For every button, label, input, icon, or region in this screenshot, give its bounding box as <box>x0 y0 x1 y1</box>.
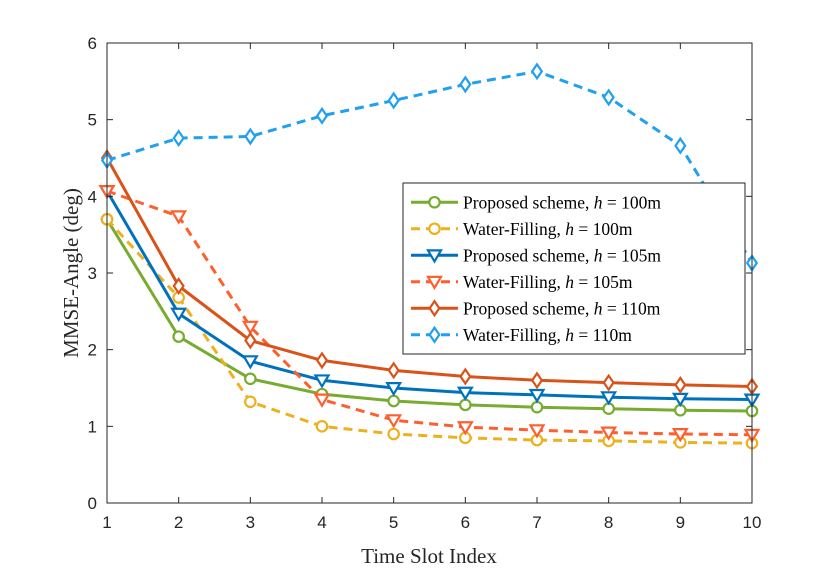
series-line <box>106 69 754 264</box>
data-point <box>671 428 689 443</box>
legend-entry: Water-Filling, h = 110m <box>411 325 632 345</box>
data-point <box>674 136 687 155</box>
x-axis-title: Time Slot Index <box>361 544 497 568</box>
data-point <box>459 75 472 94</box>
legend-entry: Water-Filling, h = 100m <box>411 219 633 239</box>
legend-marker <box>426 275 443 291</box>
data-point <box>315 106 329 125</box>
data-point <box>172 129 185 148</box>
legend-entry: Proposed scheme, h = 100m <box>411 192 661 212</box>
series-layer <box>98 62 761 450</box>
legend-label: Proposed scheme, h = 110m <box>463 298 661 318</box>
data-point <box>387 427 400 441</box>
data-point <box>600 426 618 441</box>
legend-marker <box>428 325 441 344</box>
y-axis: 0 1 2 3 4 5 6 <box>88 34 752 513</box>
legend-marker <box>428 222 441 236</box>
data-point <box>385 414 403 429</box>
legend-entry: Proposed scheme, h = 110m <box>411 298 661 318</box>
x-axis: 1 2 3 4 5 6 7 8 9 10 <box>102 43 761 532</box>
x-tick-label: 4 <box>317 513 326 532</box>
y-axis-title: MMSE-Angle (deg) <box>59 188 83 358</box>
legend: Proposed scheme, h = 100m Water-Filling, … <box>402 182 746 355</box>
data-point <box>459 367 472 386</box>
data-point <box>241 320 259 336</box>
legend-label: Water-Filling, h = 110m <box>463 325 632 345</box>
data-point <box>387 361 400 380</box>
data-point <box>170 210 188 225</box>
x-tick-label: 7 <box>532 513 541 532</box>
legend-label: Proposed scheme, h = 100m <box>463 192 661 212</box>
data-point <box>530 371 544 390</box>
data-point <box>244 331 257 350</box>
data-point <box>602 88 615 107</box>
data-point <box>674 375 687 394</box>
data-point <box>170 307 188 322</box>
legend-entry: Water-Filling, h = 105m <box>411 272 633 292</box>
y-tick-label: 2 <box>88 341 97 360</box>
data-point <box>530 400 544 414</box>
series-6 <box>100 62 759 272</box>
data-point <box>172 277 185 295</box>
data-point <box>385 382 403 397</box>
data-point <box>528 388 546 404</box>
y-tick-label: 3 <box>88 264 97 283</box>
series-line <box>105 157 753 388</box>
data-point <box>244 395 257 409</box>
data-point <box>602 373 615 392</box>
series-line <box>105 218 753 445</box>
x-tick-label: 6 <box>461 513 470 532</box>
x-tick-label: 3 <box>246 513 255 532</box>
y-tick-label: 0 <box>88 494 97 513</box>
data-point <box>315 420 329 433</box>
series-line <box>106 189 753 437</box>
y-tick-label: 1 <box>88 417 97 436</box>
legend-box <box>402 182 746 355</box>
y-tick-label: 4 <box>88 187 97 206</box>
series-line <box>105 190 753 401</box>
data-point <box>313 393 331 408</box>
data-point <box>456 421 474 436</box>
data-point <box>244 127 257 146</box>
data-point <box>387 394 400 408</box>
data-point <box>313 374 331 389</box>
x-tick-label: 5 <box>389 513 398 532</box>
data-point <box>244 372 257 386</box>
x-tick-label: 2 <box>174 513 183 532</box>
data-point <box>172 330 185 343</box>
legend-label: Water-Filling, h = 100m <box>463 219 633 239</box>
x-tick-label: 9 <box>676 513 685 532</box>
data-point <box>315 351 329 370</box>
y-tick-label: 6 <box>88 34 97 53</box>
data-point <box>600 391 618 406</box>
series-line <box>105 218 753 413</box>
legend-label: Proposed scheme, h = 105m <box>463 245 661 265</box>
x-tick-label: 8 <box>604 513 613 532</box>
x-tick-label: 1 <box>102 513 111 532</box>
legend-label: Water-Filling, h = 105m <box>463 272 633 292</box>
data-point <box>241 355 259 370</box>
y-tick-label: 5 <box>88 111 97 130</box>
legend-entry: Proposed scheme, h = 105m <box>411 245 661 265</box>
data-point <box>530 62 544 81</box>
data-point <box>528 424 546 439</box>
legend-marker <box>428 195 441 209</box>
legend-marker <box>428 299 441 318</box>
series-4 <box>98 184 761 444</box>
data-point <box>456 386 474 401</box>
x-tick-label: 10 <box>743 513 762 532</box>
data-point <box>459 398 472 412</box>
data-point <box>387 91 400 110</box>
legend-marker <box>426 249 443 264</box>
